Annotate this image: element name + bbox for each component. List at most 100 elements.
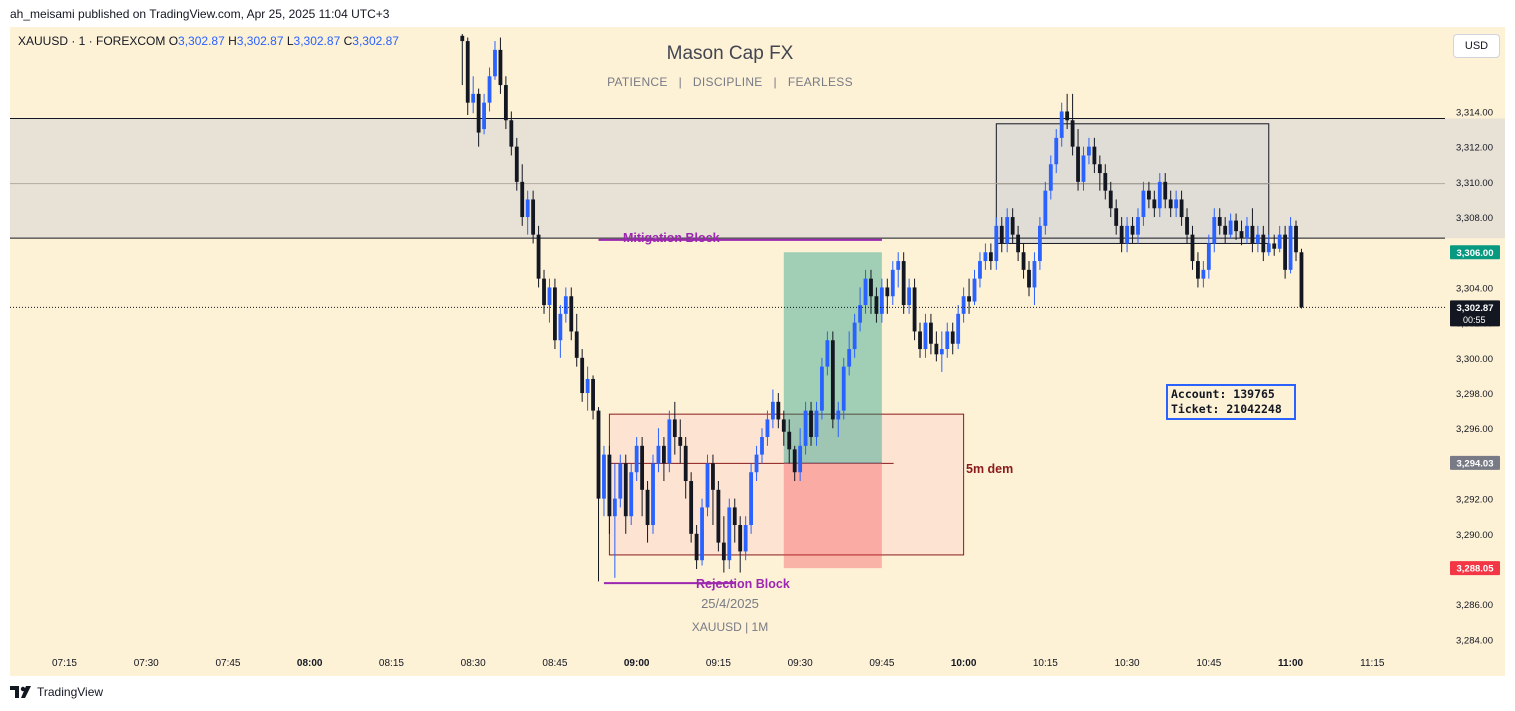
x-tick-label: 09:45 bbox=[869, 658, 894, 669]
candle bbox=[1114, 199, 1119, 235]
candle-body bbox=[656, 445, 661, 464]
candle-body bbox=[1277, 234, 1282, 249]
account-ticket-box[interactable]: Account: 139765 Ticket: 21042248 bbox=[1166, 384, 1296, 420]
candle bbox=[471, 76, 476, 114]
candle bbox=[591, 375, 595, 420]
candle-body bbox=[661, 445, 666, 464]
x-tick-label: 11:15 bbox=[1360, 658, 1385, 669]
candle bbox=[520, 164, 525, 226]
candle bbox=[1021, 243, 1026, 279]
x-tick-label: 07:30 bbox=[134, 658, 159, 669]
candle bbox=[727, 498, 732, 570]
candle bbox=[945, 322, 950, 358]
y-tick-label: 3,304.00 bbox=[1456, 283, 1493, 294]
candle bbox=[1076, 129, 1080, 191]
candle bbox=[634, 437, 639, 482]
x-tick-label: 08:15 bbox=[379, 658, 404, 669]
x-tick-label: 08:45 bbox=[542, 658, 567, 669]
candle bbox=[1179, 190, 1184, 226]
candle-body bbox=[672, 419, 677, 438]
candle-body bbox=[961, 296, 966, 314]
candle-body bbox=[847, 349, 852, 367]
current-price-tag-countdown: 00:55 bbox=[1463, 315, 1486, 325]
candle bbox=[1299, 248, 1304, 309]
candle bbox=[640, 437, 645, 517]
candle-body bbox=[1005, 217, 1010, 244]
y-tick-label: 3,308.00 bbox=[1456, 213, 1493, 224]
candle bbox=[901, 252, 906, 314]
current-price-tag: 3,302.87 bbox=[1457, 303, 1494, 314]
candle bbox=[1283, 225, 1288, 279]
low-value: 3,302.87 bbox=[293, 34, 341, 48]
candle-body bbox=[1087, 146, 1091, 156]
candle-body bbox=[1141, 190, 1146, 218]
candle bbox=[482, 93, 486, 135]
candle-body bbox=[1294, 225, 1298, 253]
candle bbox=[776, 393, 781, 429]
entry-price-tag: 3,294.03 bbox=[1457, 458, 1494, 469]
account-line: Account: 139765 bbox=[1171, 387, 1275, 401]
candle bbox=[1081, 146, 1086, 191]
candle-body bbox=[1201, 269, 1206, 279]
high-label: H bbox=[228, 34, 237, 48]
candle-body bbox=[1234, 220, 1238, 232]
candle bbox=[465, 37, 470, 115]
candle-body bbox=[836, 410, 841, 420]
candle bbox=[547, 278, 552, 323]
candle bbox=[525, 190, 530, 235]
candle-body bbox=[1163, 181, 1168, 200]
candle bbox=[874, 287, 879, 323]
candle bbox=[711, 454, 715, 526]
candle-body bbox=[994, 225, 999, 262]
candle bbox=[1212, 208, 1217, 253]
candle-body bbox=[1130, 225, 1135, 235]
candle bbox=[825, 331, 830, 376]
candle bbox=[1005, 208, 1010, 253]
candle bbox=[792, 445, 797, 482]
candle bbox=[912, 278, 917, 341]
candle-body bbox=[634, 445, 639, 473]
candle bbox=[934, 331, 939, 362]
candle bbox=[1103, 164, 1108, 200]
candle bbox=[1261, 225, 1266, 262]
candle-body bbox=[781, 419, 786, 432]
demand-zone-label[interactable]: 5m dem bbox=[966, 462, 1014, 476]
candle-body bbox=[956, 313, 961, 344]
candle-body bbox=[749, 472, 754, 526]
chart-area[interactable]: 3,314.00 3,312.00 3,310.00 3,308.00 3,306.00… bbox=[10, 27, 1505, 676]
candle bbox=[1032, 252, 1037, 306]
currency-button[interactable]: USD bbox=[1453, 34, 1500, 58]
candle-body bbox=[569, 296, 574, 332]
rejection-block-label[interactable]: Rejection Block bbox=[696, 577, 790, 591]
candle-body bbox=[988, 252, 993, 262]
candlestick-chart[interactable]: 3,314.00 3,312.00 3,310.00 3,308.00 3,306.00… bbox=[10, 27, 1505, 676]
tradingview-logo[interactable]: TradingView bbox=[10, 685, 103, 699]
candle bbox=[863, 269, 868, 314]
candle bbox=[1119, 217, 1124, 253]
candle bbox=[836, 401, 841, 438]
candle bbox=[907, 278, 912, 314]
candle bbox=[988, 243, 993, 270]
open-label: O bbox=[168, 34, 179, 48]
candle bbox=[781, 410, 786, 446]
candle-body bbox=[476, 93, 481, 133]
candle bbox=[1092, 137, 1097, 174]
candle-body bbox=[596, 410, 601, 499]
candle-body bbox=[1037, 225, 1042, 262]
candle-body bbox=[776, 401, 781, 420]
candle-body bbox=[574, 331, 579, 358]
low-label: L bbox=[286, 34, 294, 48]
candle-body bbox=[721, 542, 726, 561]
candle bbox=[1234, 213, 1238, 240]
candle-body bbox=[716, 489, 721, 543]
candle bbox=[918, 322, 922, 358]
y-tick-label: 3,292.00 bbox=[1456, 495, 1493, 506]
candle bbox=[503, 76, 508, 130]
mitigation-block-label[interactable]: Mitigation Block bbox=[623, 231, 720, 245]
candle-body bbox=[678, 437, 683, 446]
candle-body bbox=[1136, 217, 1140, 235]
candle-body bbox=[1206, 243, 1211, 270]
candle-body bbox=[874, 296, 879, 314]
symbol-label[interactable]: XAUUSD · 1 · FOREXCOM bbox=[18, 34, 166, 48]
candle-body bbox=[907, 287, 912, 306]
